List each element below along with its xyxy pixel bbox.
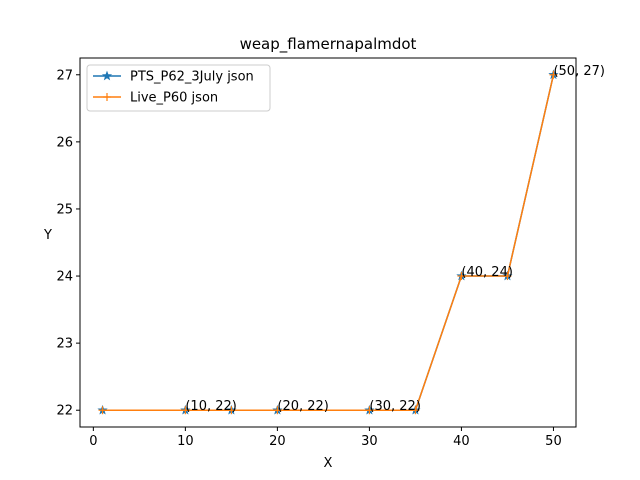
data-point	[273, 406, 282, 415]
legend-label: Live_P60 json	[130, 91, 218, 106]
data-point	[227, 406, 236, 415]
data-point	[549, 70, 558, 79]
x-axis-ticks: 0 10 20 30 40 50	[89, 427, 562, 449]
x-tick-label: 20	[269, 434, 286, 449]
data-point	[98, 406, 107, 415]
legend-marker	[101, 70, 113, 81]
x-tick-label: 50	[545, 434, 562, 449]
data-point	[365, 406, 374, 415]
y-tick-label: 25	[56, 202, 73, 217]
legend-item: Live_P60 json	[93, 91, 218, 106]
x-tick-label: 0	[89, 434, 97, 449]
series-2	[98, 70, 558, 415]
point-annotation: (40, 24)	[461, 265, 512, 280]
legend-frame	[86, 64, 271, 112]
plot-area	[80, 58, 576, 427]
legend-item: PTS_P62_3July json	[93, 70, 254, 85]
chart-title: weap_flamernapalmdot	[240, 35, 417, 54]
point-annotation: (30, 22)	[369, 399, 421, 414]
point-annotation: (50, 27)	[553, 64, 605, 79]
y-axis-label: Y	[43, 228, 52, 243]
y-tick-label: 27	[56, 68, 73, 83]
data-point	[457, 272, 466, 281]
y-tick-label: 26	[56, 135, 73, 150]
y-axis-ticks: 22 23 24 25 26 27	[56, 68, 80, 419]
legend-marker	[103, 93, 111, 101]
series-layer	[97, 69, 559, 415]
x-tick-label: 10	[177, 434, 194, 449]
x-tick-label: 40	[453, 434, 470, 449]
y-tick-label: 23	[56, 337, 73, 352]
y-tick-label: 24	[56, 270, 73, 285]
data-point	[181, 406, 190, 415]
x-tick-label: 30	[361, 434, 378, 449]
legend-label: PTS_P62_3July json	[130, 70, 254, 85]
legend: PTS_P62_3July json Live_P60 json	[86, 64, 271, 112]
y-tick-label: 22	[56, 404, 73, 419]
x-axis-label: X	[324, 456, 333, 471]
point-annotation: (10, 22)	[185, 399, 237, 414]
plot-frame	[79, 57, 577, 428]
annotation-layer: (10, 22) (20, 22) (30, 22) (40, 24) (50, 27)	[185, 64, 605, 414]
data-point	[411, 406, 420, 415]
point-annotation: (20, 22)	[277, 399, 329, 414]
data-point	[503, 272, 512, 281]
